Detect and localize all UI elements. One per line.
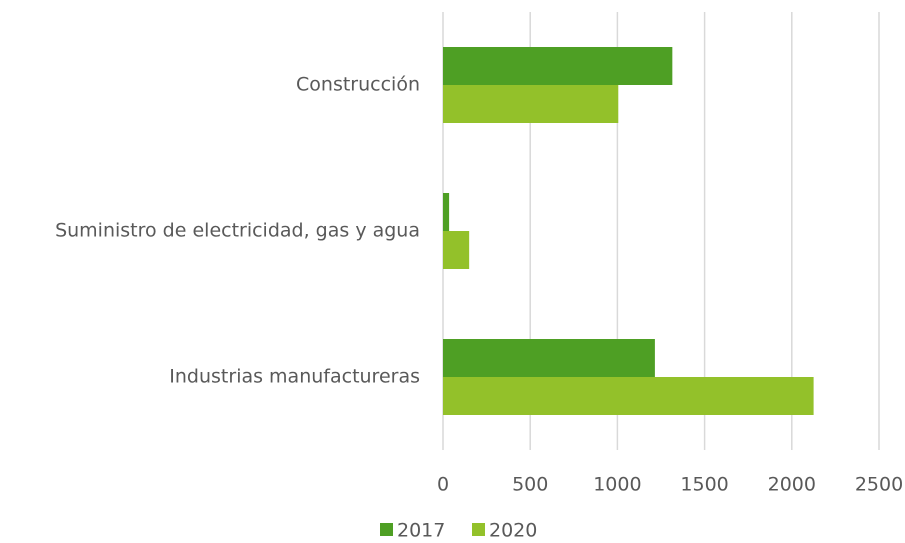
legend-label: 2017 (397, 520, 445, 542)
y-tick-label: Construcción (296, 74, 420, 96)
x-tick-label: 1000 (593, 474, 641, 496)
x-tick-label: 0 (437, 474, 449, 496)
bar (443, 377, 814, 415)
legend-label: 2020 (489, 520, 537, 542)
bar (443, 231, 470, 269)
x-tick-label: 1500 (680, 474, 728, 496)
bar (443, 47, 673, 85)
y-tick-label: Suministro de electricidad, gas y agua (55, 220, 420, 242)
x-tick-label: 2500 (855, 474, 903, 496)
bar (443, 339, 655, 377)
legend-swatch (380, 523, 393, 536)
bar (443, 193, 450, 231)
legend-swatch (472, 523, 485, 536)
y-tick-label: Industrias manufactureras (169, 366, 420, 388)
bar (443, 85, 619, 123)
x-tick-label: 2000 (768, 474, 816, 496)
x-tick-label: 500 (512, 474, 548, 496)
